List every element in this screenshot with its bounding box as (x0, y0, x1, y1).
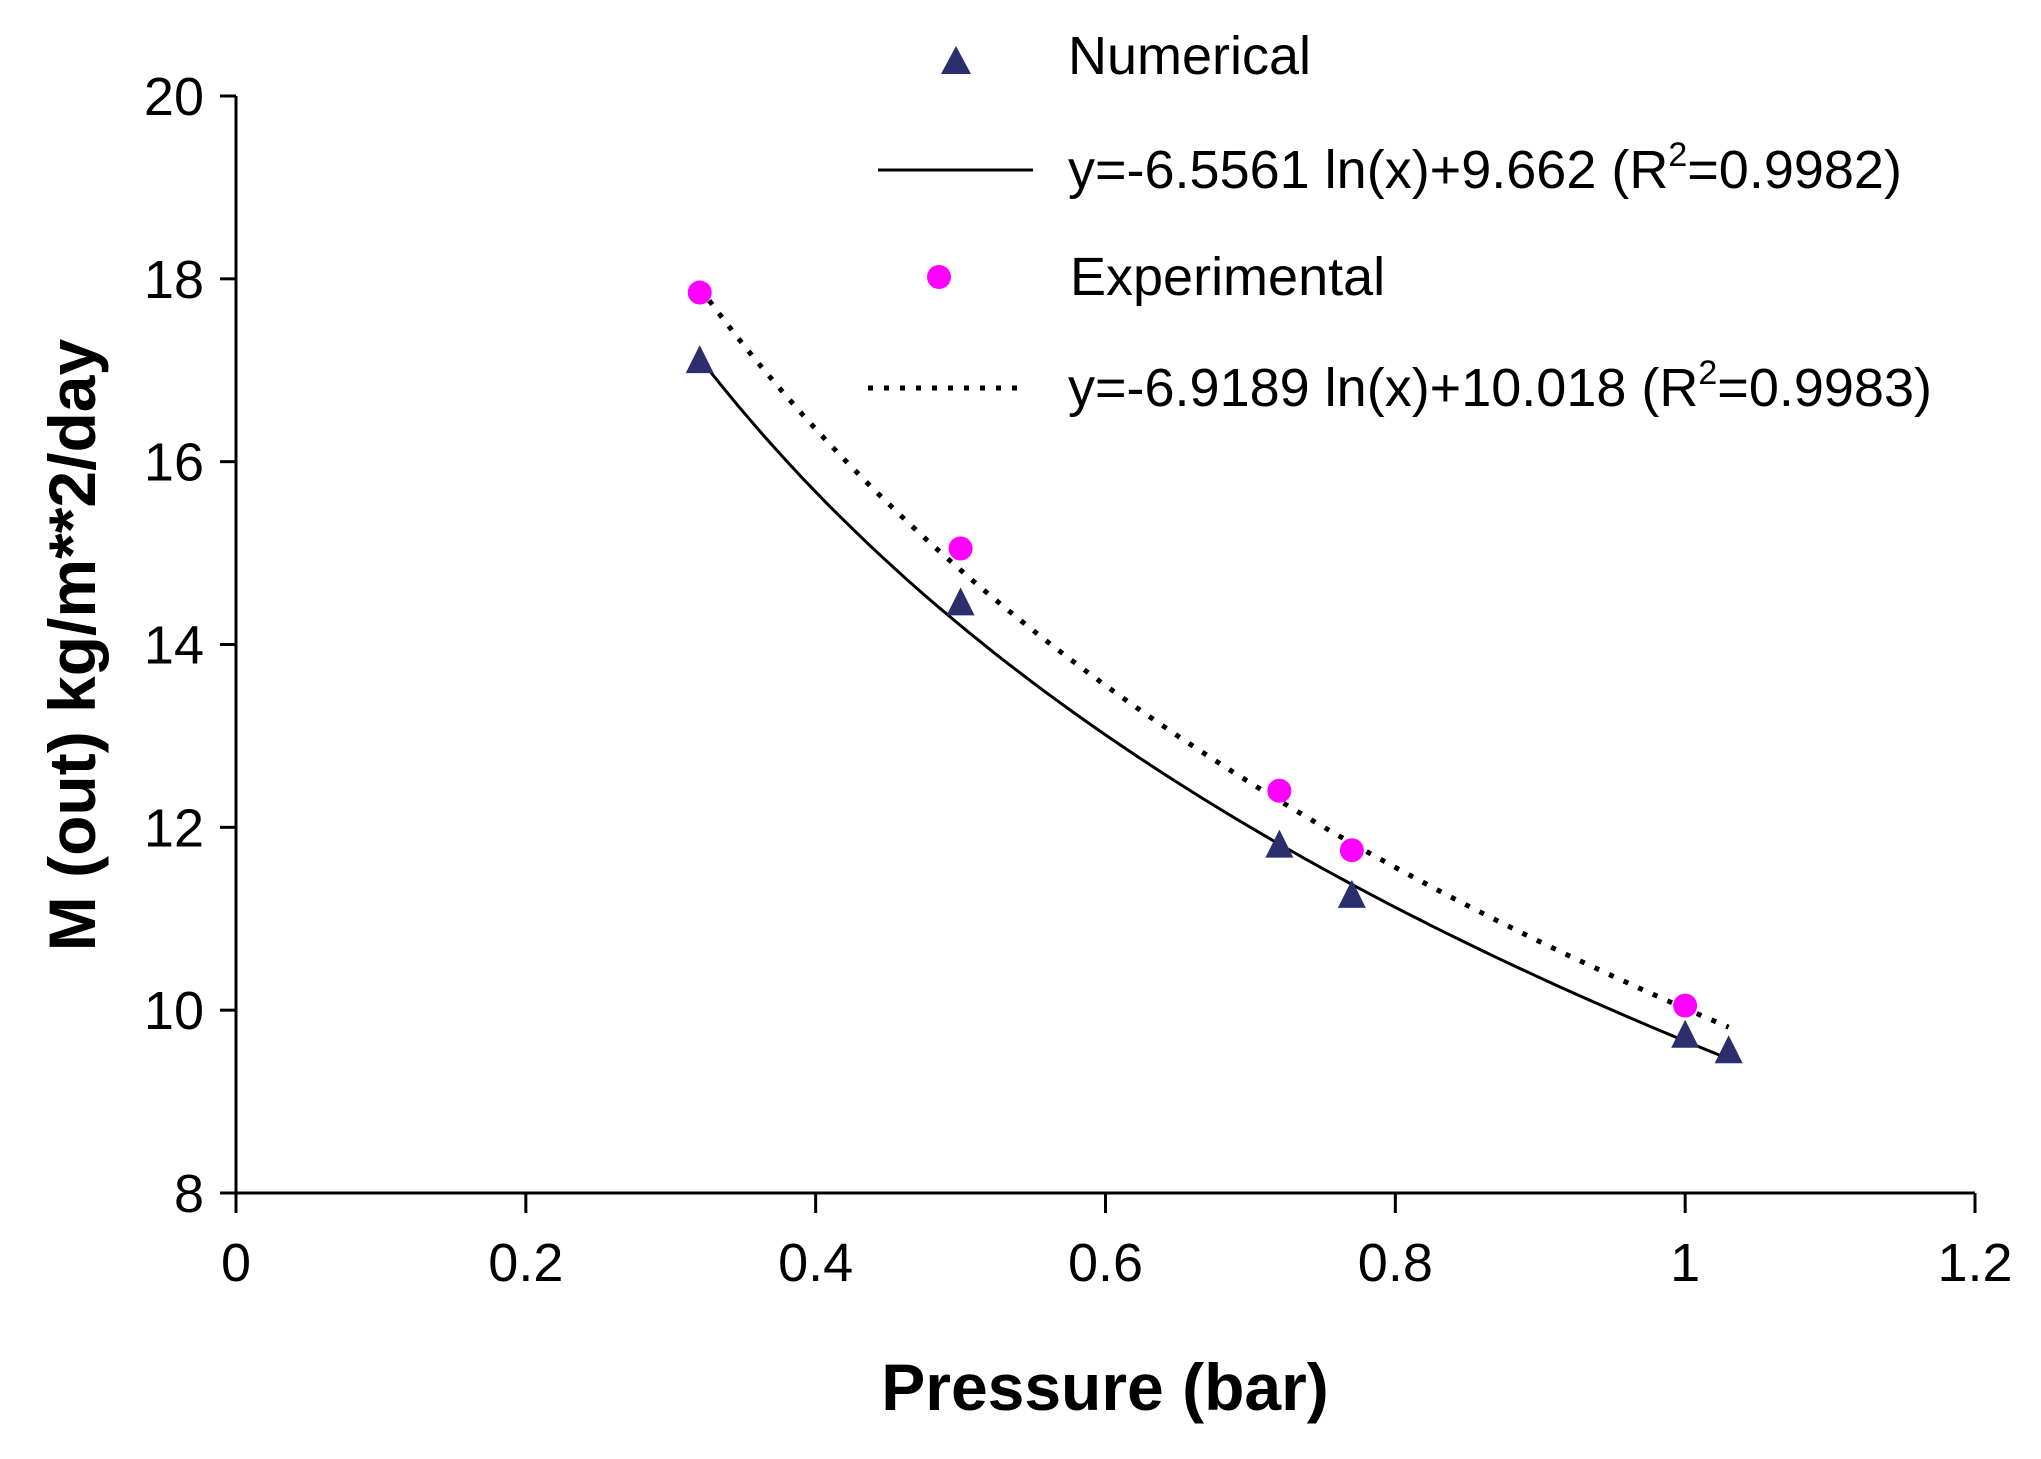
numerical-point (1714, 1035, 1743, 1064)
y-tick-label: 14 (144, 616, 204, 676)
y-tick-label: 18 (144, 250, 204, 310)
legend-experimental-fit-suffix: =0.9983) (1717, 358, 1932, 418)
x-tick-label: 0.6 (1068, 1233, 1143, 1293)
y-tick-label: 8 (174, 1164, 204, 1224)
x-axis-title: Pressure (bar) (881, 1350, 1329, 1424)
y-tick-label: 10 (144, 981, 204, 1041)
numerical-point (685, 345, 714, 374)
y-axis-title: M (out) kg/m**2/day (35, 339, 109, 952)
numerical-point (1671, 1019, 1700, 1048)
x-tick-label: 1.2 (1937, 1233, 2012, 1293)
experimental-point (1339, 838, 1364, 863)
legend-experimental-label: Experimental (1070, 247, 1385, 307)
x-tick-label: 0.4 (778, 1233, 853, 1293)
legend-numerical-fit-sup: 2 (1668, 136, 1687, 174)
x-tick-label: 0.2 (488, 1233, 563, 1293)
legend-experimental-marker (927, 265, 951, 289)
experimental-point (1267, 778, 1292, 803)
experimental-point (948, 536, 973, 561)
axes: 0 0.2 0.4 0.6 0.8 1 1.2 8 10 12 14 16 18 20 (144, 67, 2013, 1293)
legend-numerical-fit-suffix: =0.9982) (1687, 140, 1902, 200)
legend-experimental-fit-sup: 2 (1698, 354, 1717, 392)
legend-numerical-marker (941, 46, 971, 74)
fit-lines (697, 286, 1730, 1061)
numerical-fit-curve (698, 357, 1730, 1061)
y-ticks: 8 10 12 14 16 18 20 (144, 67, 236, 1224)
y-tick-label: 16 (144, 433, 204, 493)
legend-experimental-fit-prefix: y=-6.9189 ln(x)+10.018 (R (1068, 358, 1698, 418)
numerical-point (946, 587, 975, 616)
x-ticks: 0 0.2 0.4 0.6 0.8 1 1.2 (221, 1193, 2013, 1293)
x-tick-label: 0 (221, 1233, 251, 1293)
legend: Numerical y=-6.5561 ln(x)+9.662 (R2=0.99… (868, 26, 1932, 418)
numerical-point (1265, 829, 1294, 858)
legend-numerical-fit-label: y=-6.5561 ln(x)+9.662 (R2=0.9982) (1068, 136, 1902, 200)
markers (685, 280, 1743, 1064)
x-tick-label: 0.8 (1358, 1233, 1433, 1293)
experimental-point (687, 280, 712, 305)
experimental-point (1673, 993, 1698, 1018)
numerical-point (1337, 879, 1366, 908)
legend-numerical-fit-prefix: y=-6.5561 ln(x)+9.662 (R (1068, 140, 1668, 200)
y-tick-label: 12 (144, 798, 204, 858)
x-tick-label: 1 (1670, 1233, 1700, 1293)
y-tick-label: 20 (144, 67, 204, 127)
legend-numerical-label: Numerical (1068, 26, 1311, 86)
legend-experimental-fit-label: y=-6.9189 ln(x)+10.018 (R2=0.9983) (1068, 354, 1932, 418)
